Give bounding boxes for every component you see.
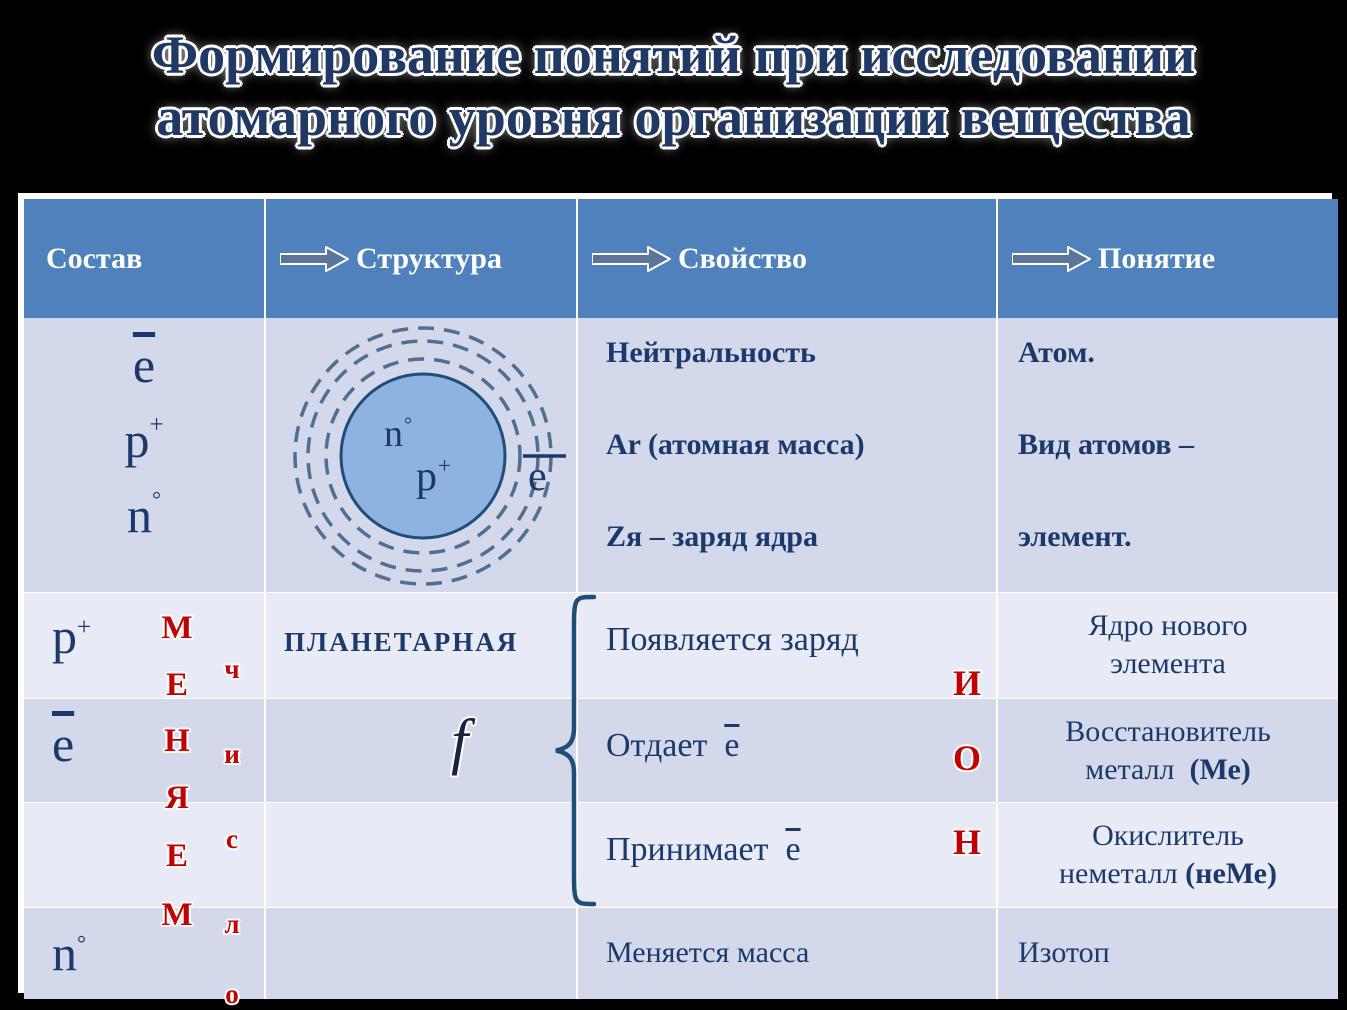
svg-text:e: e bbox=[528, 454, 547, 500]
